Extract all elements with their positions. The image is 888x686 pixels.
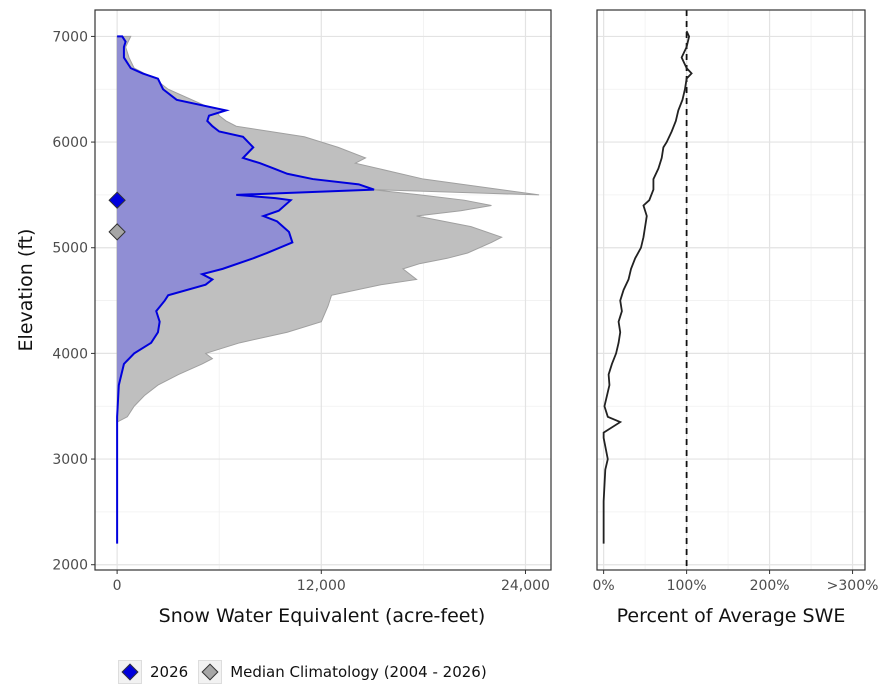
y-axis-ticks: 2000 3000 4000 5000 6000 7000 bbox=[52, 29, 95, 574]
blue-diamond-icon bbox=[121, 663, 139, 681]
y-tick-label: 2000 bbox=[52, 558, 88, 574]
right-panel-border bbox=[596, 9, 866, 571]
current-year-area bbox=[117, 36, 375, 544]
swe-chart: 2000 3000 4000 5000 6000 7000 0 12,000 24,000 S… bbox=[15, 9, 879, 627]
legend-label-median: Median Climatology (2004 - 2026) bbox=[230, 663, 487, 681]
gray-diamond-icon bbox=[201, 663, 219, 681]
legend-key-2026 bbox=[118, 660, 142, 684]
current-year-median-elevation-marker bbox=[108, 191, 126, 209]
y-tick-label: 5000 bbox=[52, 241, 88, 257]
x-tick-label: 0% bbox=[593, 578, 615, 594]
y-axis-title: Elevation (ft) bbox=[15, 229, 37, 352]
right-x-axis-title: Percent of Average SWE bbox=[617, 605, 846, 627]
climatology-median-elevation-marker bbox=[108, 223, 126, 241]
x-tick-label: >300% bbox=[827, 578, 879, 594]
right-panel-background bbox=[597, 10, 865, 570]
y-tick-label: 3000 bbox=[52, 452, 88, 468]
right-panel: 0% 100% 200% >300% Percent of Average SWE bbox=[593, 9, 879, 627]
left-x-axis-title: Snow Water Equivalent (acre-feet) bbox=[159, 605, 486, 627]
left-panel: 2000 3000 4000 5000 6000 7000 0 12,000 24,000 S… bbox=[15, 9, 552, 627]
y-tick-label: 4000 bbox=[52, 346, 88, 362]
current-year-line bbox=[116, 35, 375, 544]
left-x-axis-ticks: 0 12,000 24,000 bbox=[113, 570, 550, 594]
right-x-axis-ticks: 0% 100% 200% >300% bbox=[593, 570, 879, 594]
y-tick-label: 6000 bbox=[52, 135, 88, 151]
x-tick-label: 100% bbox=[667, 578, 707, 594]
percent-of-average-line bbox=[602, 30, 693, 544]
x-tick-label: 0 bbox=[113, 578, 122, 594]
left-panel-border bbox=[94, 9, 552, 571]
x-tick-label: 12,000 bbox=[297, 578, 346, 594]
legend-label-2026: 2026 bbox=[150, 663, 189, 681]
median-elevation-markers bbox=[108, 191, 126, 241]
legend-key-median bbox=[198, 660, 223, 684]
x-tick-label: 24,000 bbox=[501, 578, 550, 594]
y-tick-label: 7000 bbox=[52, 29, 88, 45]
x-tick-label: 200% bbox=[750, 578, 790, 594]
legend: 2026 Median Climatology (2004 - 2026) bbox=[118, 660, 497, 684]
